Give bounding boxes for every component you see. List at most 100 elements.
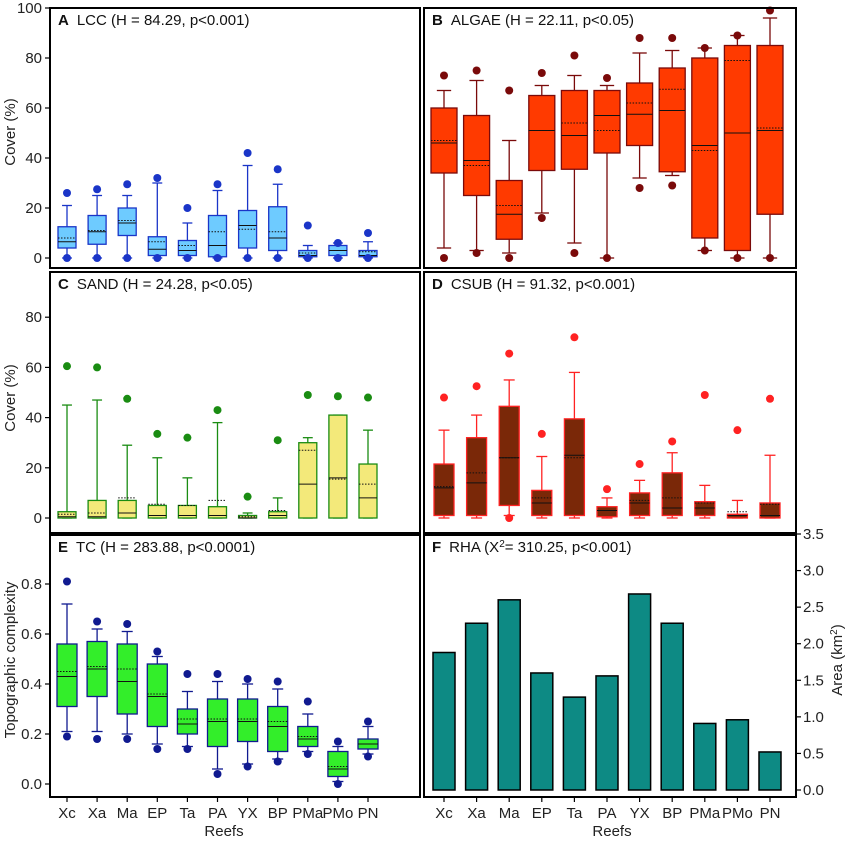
- box-LCC-PA: [207, 214, 228, 258]
- ytick-label-TC: 0.0: [21, 776, 42, 793]
- bar-RHA-EP: [530, 672, 554, 791]
- box-TC-EP: [146, 663, 168, 728]
- panel-frame-CSUB: [423, 271, 797, 534]
- outlier-point-LCC: [63, 254, 71, 262]
- ytick-label-RHA: 3.0: [803, 563, 824, 580]
- outlier-point-LCC: [273, 254, 282, 262]
- outlier-point-LCC: [303, 221, 312, 230]
- xlabel-F: Reefs: [592, 823, 631, 840]
- xtick-label-RHA: BP: [662, 805, 682, 822]
- outlier-point-ALGAE: [472, 249, 481, 257]
- ytick-label-RHA: 2.5: [803, 599, 824, 616]
- outlier-point-CSUB: [766, 394, 774, 403]
- outlier-point-ALGAE: [440, 254, 448, 262]
- outlier-point-CSUB: [440, 393, 448, 402]
- box-LCC-Xa: [87, 214, 107, 245]
- outlier-point-TC: [63, 577, 71, 586]
- outlier-point-ALGAE: [603, 74, 611, 82]
- xtick-label-RHA: Ta: [566, 805, 583, 822]
- panel-letter-C: C: [58, 276, 69, 293]
- bar-RHA-YX: [627, 593, 652, 791]
- outlier-point-SAND: [364, 393, 372, 402]
- outlier-point-CSUB: [472, 382, 481, 391]
- outlier-point-ALGAE: [668, 34, 677, 42]
- ytick-label-TC: 0.6: [21, 626, 42, 643]
- box-SAND-BP: [268, 511, 288, 519]
- panel-rest-F: = 310.25, p<0.001): [505, 539, 632, 556]
- box-LCC-EP: [147, 236, 167, 257]
- xtick-label-RHA: Xa: [467, 805, 486, 822]
- outlier-point-ALGAE: [700, 246, 709, 255]
- outlier-point-LCC: [273, 165, 282, 174]
- ytick-label-RHA: 2.0: [803, 636, 824, 653]
- outlier-point-TC: [93, 617, 102, 626]
- bar-RHA-PN: [758, 751, 782, 791]
- outlier-point-TC: [333, 780, 342, 788]
- box-TC-PA: [206, 698, 229, 748]
- ylabel-F-end: ): [829, 624, 846, 629]
- panel-frame-TC: [49, 534, 421, 798]
- outlier-point-SAND: [273, 436, 282, 445]
- bar-RHA-Xc: [432, 651, 456, 791]
- outlier-point-ALGAE: [603, 254, 611, 262]
- panel-title-D: D CSUB (H = 91.32, p<0.001): [432, 276, 635, 293]
- outlier-point-LCC: [213, 180, 222, 189]
- panel-letter-E: E: [58, 539, 68, 556]
- outlier-point-TC: [93, 735, 102, 743]
- ylabel-F-main: Area (km: [829, 635, 846, 696]
- box-TC-PMo: [327, 750, 349, 778]
- box-SAND-PMa: [298, 442, 318, 519]
- outlier-point-SAND: [243, 492, 252, 501]
- outlier-point-LCC: [243, 254, 252, 262]
- box-CSUB-Ma: [498, 405, 520, 507]
- outlier-point-LCC: [303, 254, 312, 262]
- outlier-point-TC: [183, 670, 192, 678]
- ytick-label-SAND: 40: [25, 410, 42, 427]
- outlier-point-SAND: [123, 394, 132, 403]
- ytick-label-RHA: 0.0: [803, 782, 824, 799]
- box-ALGAE-PA: [593, 89, 621, 154]
- box-CSUB-Xc: [433, 463, 455, 517]
- panel-title-C: C SAND (H = 24.28, p<0.05): [58, 276, 253, 293]
- box-CSUB-Xa: [465, 437, 488, 517]
- outlier-point-TC: [153, 647, 162, 656]
- panel-letter-A: A: [58, 12, 69, 29]
- panel-text-F: RHA (X: [449, 539, 499, 556]
- box-ALGAE-PMo: [723, 44, 752, 252]
- box-LCC-Xc: [57, 226, 77, 249]
- xlabel-E: Reefs: [204, 823, 243, 840]
- outlier-point-TC: [243, 675, 252, 683]
- box-LCC-BP: [268, 206, 288, 252]
- outlier-point-LCC: [183, 204, 192, 212]
- box-ALGAE-BP: [658, 67, 686, 173]
- outlier-point-ALGAE: [570, 51, 579, 60]
- outlier-point-ALGAE: [472, 66, 481, 75]
- outlier-point-CSUB: [570, 333, 579, 342]
- outlier-point-LCC: [63, 189, 71, 197]
- outlier-point-ALGAE: [733, 31, 742, 40]
- outlier-point-CSUB: [733, 426, 742, 435]
- outlier-point-SAND: [213, 406, 222, 415]
- outlier-point-TC: [213, 770, 222, 778]
- box-ALGAE-PN: [756, 44, 784, 215]
- panel-frame-ALGAE: [423, 7, 797, 269]
- outlier-point-LCC: [333, 254, 342, 262]
- ytick-label-LCC: 40: [25, 150, 42, 167]
- xtick-label-TC: Ta: [179, 805, 196, 822]
- xtick-label-TC: BP: [268, 805, 288, 822]
- ytick-label-TC: 0.2: [21, 726, 42, 743]
- box-ALGAE-EP: [528, 94, 556, 172]
- bar-RHA-BP: [660, 622, 684, 791]
- xtick-label-RHA: PMo: [722, 805, 753, 822]
- outlier-point-TC: [63, 732, 71, 741]
- outlier-point-LCC: [153, 174, 162, 182]
- outlier-point-SAND: [93, 363, 102, 372]
- outlier-point-LCC: [93, 254, 102, 262]
- outlier-point-LCC: [213, 254, 222, 262]
- outlier-point-ALGAE: [700, 44, 709, 52]
- box-CSUB-YX: [628, 492, 651, 517]
- outlier-point-ALGAE: [635, 34, 644, 42]
- outlier-point-LCC: [93, 185, 102, 194]
- outlier-point-ALGAE: [733, 254, 742, 262]
